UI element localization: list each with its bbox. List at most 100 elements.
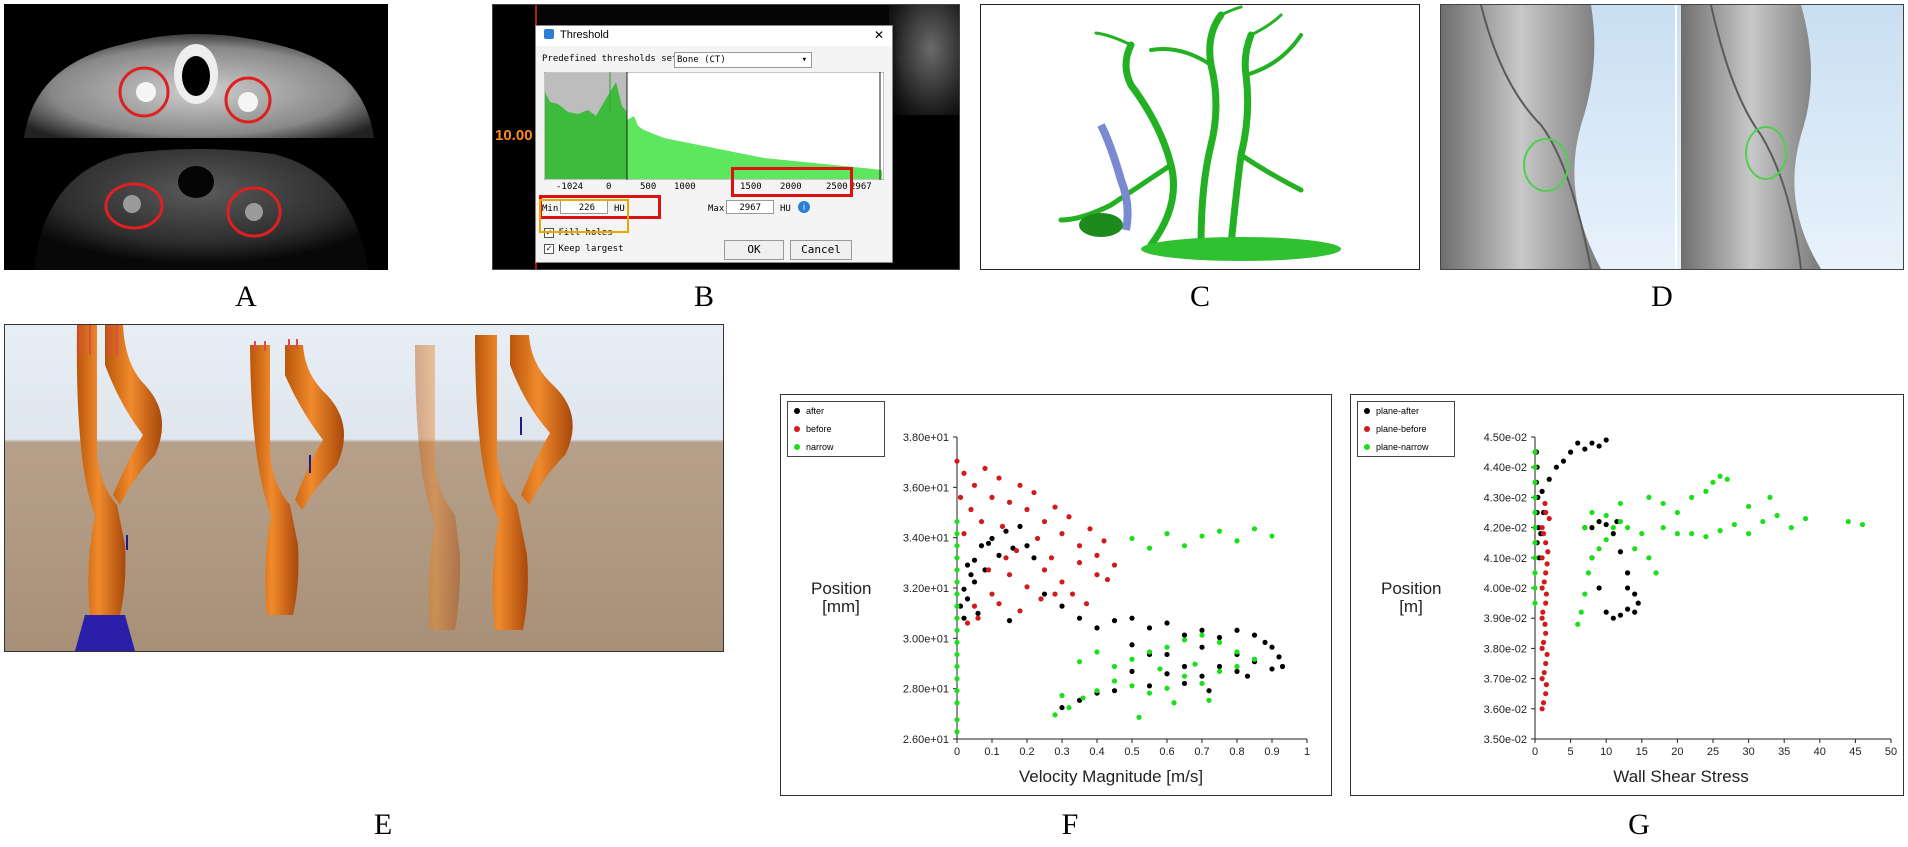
data-point-narrow [1146, 545, 1153, 551]
cancel-button[interactable]: Cancel [790, 240, 852, 260]
x-tick-label: 0.9 [1264, 746, 1279, 758]
y-tick-label: 2.60e+01 [903, 734, 949, 746]
keep-largest-checkbox[interactable]: ✓ Keep largest [544, 240, 623, 258]
data-point-before [989, 591, 995, 597]
data-point-plane-after [1632, 609, 1638, 615]
data-point-before [1101, 538, 1107, 544]
legend-dot-narrow [794, 444, 800, 450]
data-point-plane-after [1632, 591, 1638, 597]
data-point-before [1059, 531, 1065, 537]
data-point-plane-narrow [1617, 518, 1624, 525]
data-point-plane-narrow [1532, 494, 1538, 500]
data-point-plane-narrow [1582, 591, 1588, 597]
data-point-plane-narrow [1532, 555, 1538, 561]
data-point-plane-narrow [1746, 531, 1752, 537]
data-point-before [1111, 562, 1118, 568]
data-point-plane-narrow [1582, 525, 1588, 531]
y-tick-label: 2.80e+01 [903, 684, 949, 696]
y-tick-label: 4.10e-02 [1484, 553, 1527, 565]
max-field[interactable]: 2967 [726, 200, 774, 214]
x-tick-label: 0.2 [1019, 746, 1034, 758]
vessel-surface-comparison [1441, 5, 1821, 269]
data-point-narrow [954, 615, 960, 621]
data-point-plane-before [1540, 531, 1547, 537]
data-point-before [1076, 560, 1083, 566]
y-axis-label-line2: [mm] [822, 597, 860, 616]
data-point-after [1216, 663, 1223, 670]
data-point-narrow [954, 639, 960, 645]
data-point-after [1181, 663, 1188, 670]
data-point-narrow [1164, 531, 1170, 537]
highlight-circle [226, 186, 282, 238]
data-point-plane-before [1540, 609, 1546, 615]
hist-tick: 1500 [740, 182, 762, 192]
vessel-tree-model [1058, 5, 1341, 261]
data-point-after [1024, 543, 1030, 549]
data-point-narrow [1251, 656, 1258, 662]
data-point-plane-before [1539, 555, 1545, 561]
data-point-after [961, 586, 967, 592]
viewport-top-strip [538, 5, 959, 25]
data-point-after [1234, 627, 1240, 633]
highlight-circle [104, 182, 164, 230]
data-point-narrow [1199, 533, 1205, 539]
close-icon[interactable]: ✕ [873, 28, 884, 42]
x-tick-label: 30 [1742, 746, 1754, 758]
info-icon[interactable]: i [798, 201, 810, 213]
data-point-after [1279, 663, 1286, 670]
data-point-plane-before [1540, 700, 1547, 706]
data-point-narrow [1199, 680, 1205, 687]
data-point-after [1111, 688, 1118, 694]
data-point-after [1164, 651, 1170, 658]
data-point-narrow [1181, 673, 1188, 679]
data-point-after [1129, 615, 1135, 621]
data-point-before [1017, 482, 1023, 488]
caption-d: D [1651, 280, 1673, 313]
data-point-before [1041, 567, 1048, 573]
data-point-plane-after [1603, 437, 1609, 443]
data-point-before [964, 620, 971, 626]
x-tick-label: 15 [1636, 746, 1648, 758]
data-point-after [968, 572, 974, 578]
data-point-plane-after [1635, 600, 1641, 606]
data-point-plane-after [1610, 531, 1616, 537]
data-point-before [1041, 518, 1048, 525]
min-label: Min [542, 204, 559, 214]
data-point-plane-after [1589, 525, 1595, 531]
data-point-plane-before [1543, 540, 1549, 546]
data-point-narrow [954, 567, 960, 573]
hist-tick: 1000 [674, 182, 696, 192]
checkbox-highlight-box [539, 199, 629, 233]
data-point-plane-narrow [1674, 509, 1680, 516]
max-label: Max [708, 204, 725, 214]
data-point-after [1234, 668, 1240, 674]
data-point-before [1069, 591, 1076, 597]
data-point-narrow [1181, 543, 1188, 549]
data-point-after [1269, 644, 1275, 650]
y-tick-label: 4.30e-02 [1484, 492, 1527, 504]
ok-button[interactable]: OK [724, 240, 784, 260]
data-point-plane-narrow [1845, 518, 1851, 525]
data-point-narrow [954, 543, 960, 549]
y-tick-label: 3.80e-02 [1484, 643, 1527, 655]
data-point-plane-after [1553, 464, 1559, 470]
data-point-plane-after [1624, 606, 1631, 612]
x-tick-label: 45 [1849, 746, 1861, 758]
x-tick-label: 0.5 [1124, 746, 1139, 758]
data-point-before [954, 458, 960, 464]
data-point-plane-narrow [1617, 500, 1624, 507]
data-point-before [1031, 489, 1037, 496]
data-point-plane-narrow [1603, 512, 1609, 519]
caption-b: B [693, 280, 714, 313]
data-point-narrow [954, 579, 960, 585]
data-point-after [1244, 673, 1251, 679]
threshold-histogram[interactable] [544, 72, 884, 180]
panel-b: 10.00 Threshold ✕ Predefined thresholds … [492, 4, 960, 270]
data-point-plane-before [1539, 615, 1545, 621]
data-point-plane-before [1542, 621, 1548, 627]
data-point-plane-narrow [1710, 479, 1716, 485]
data-point-plane-narrow [1639, 531, 1645, 537]
predefined-select[interactable]: Bone (CT) ▾ [674, 52, 812, 68]
data-point-plane-narrow [1532, 479, 1538, 485]
data-point-plane-narrow [1646, 494, 1652, 500]
